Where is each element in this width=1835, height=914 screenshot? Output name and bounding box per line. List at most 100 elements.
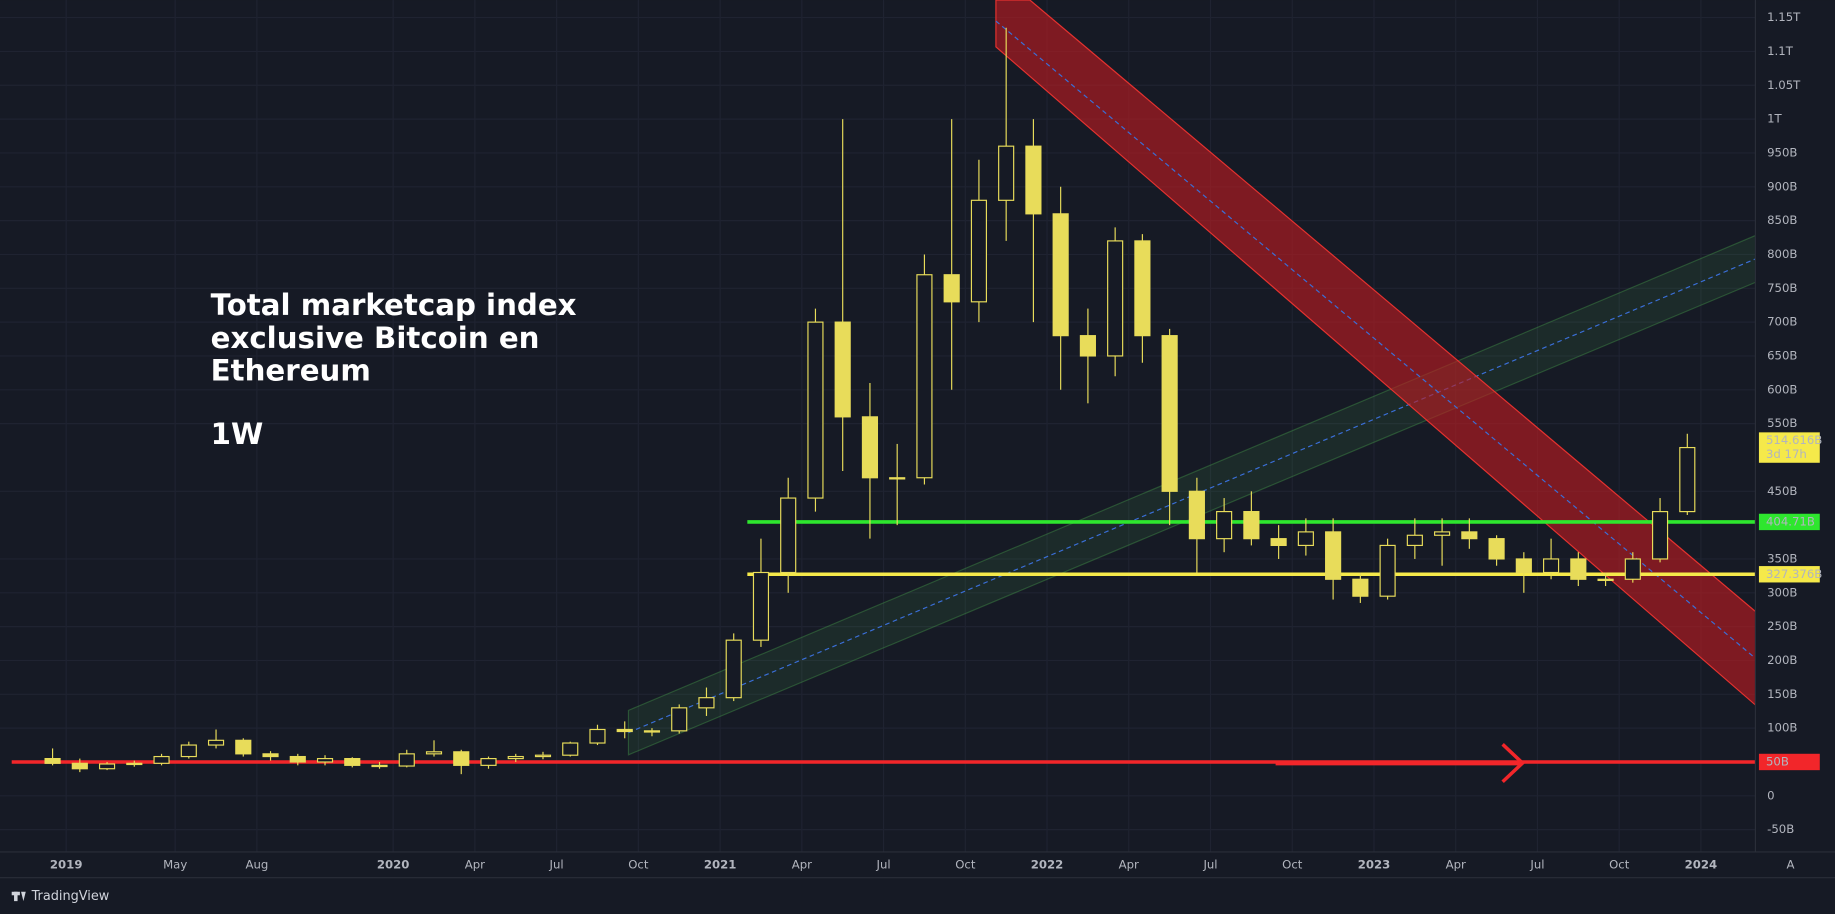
candle-body — [616, 728, 633, 733]
price-axis — [1755, 0, 1835, 852]
candle-body — [1297, 531, 1314, 547]
y-tick-label: 1.15T — [1767, 10, 1801, 24]
candle-body — [425, 751, 443, 755]
annotation: exclusive Bitcoin en — [211, 321, 540, 355]
candle-body — [671, 707, 688, 732]
candle-body — [1270, 538, 1287, 547]
candle-body — [1107, 240, 1124, 357]
y-tick-label: 650B — [1767, 348, 1797, 362]
candle-body — [1488, 538, 1505, 560]
y-tick-label: 100B — [1767, 721, 1797, 735]
x-tick-label: 2024 — [1685, 857, 1718, 871]
candle-body — [1461, 531, 1478, 540]
candle-body — [480, 758, 497, 766]
logo — [14, 891, 18, 902]
candle-body — [643, 730, 661, 733]
y-tick-label: 450B — [1767, 484, 1797, 498]
candles — [44, 27, 1696, 775]
candle-body — [1325, 531, 1342, 580]
candle-body — [398, 753, 415, 767]
x-tick-label: Jul — [1529, 857, 1544, 871]
autoscale-label[interactable]: A — [1787, 857, 1795, 871]
x-tick-label: Apr — [1446, 857, 1466, 871]
channel-midline — [995, 20, 1760, 662]
level-label: 404.71B — [1766, 514, 1815, 528]
candle-body — [861, 416, 879, 479]
x-tick-label: Oct — [955, 857, 976, 871]
level-label: 50B — [1766, 754, 1789, 768]
x-tick-label: Apr — [465, 857, 485, 871]
candle-body — [1079, 335, 1096, 357]
candle-body — [126, 762, 143, 766]
level-tag — [1758, 513, 1820, 531]
candle-body — [316, 758, 334, 763]
candle-body — [752, 571, 770, 641]
y-tick-label: 1.1T — [1767, 44, 1794, 58]
candle-body — [780, 497, 797, 574]
candle-body — [1052, 213, 1069, 337]
axes: 1.15T 1.1T 1.05T 1T 950B 900B 850B 800B 750B 700B… — [50, 10, 1822, 871]
candle-body — [453, 751, 470, 766]
candle-body — [1515, 558, 1532, 574]
last-price-tag — [1758, 432, 1820, 463]
candle-body — [1570, 558, 1587, 580]
grid — [0, 0, 1756, 852]
annotation: 1W — [211, 417, 264, 451]
y-tick-label: 350B — [1767, 551, 1797, 565]
candle-body — [1188, 490, 1205, 540]
y-tick-label: 900B — [1767, 179, 1797, 193]
y-tick-label: 250B — [1767, 619, 1797, 633]
x-tick-label: Oct — [1282, 857, 1303, 871]
candle-body — [1597, 578, 1614, 582]
candle-body — [807, 321, 824, 499]
y-tick-label: 300B — [1767, 585, 1797, 599]
candle-body — [1651, 511, 1669, 560]
x-tick-label: Aug — [245, 857, 268, 871]
annotation: Total marketcap index — [211, 288, 577, 322]
candle-body — [71, 762, 88, 770]
x-tick-label: Jul — [549, 857, 564, 871]
candle-body — [262, 753, 279, 758]
candle-body — [1352, 578, 1369, 597]
y-tick-label: 850B — [1767, 213, 1797, 227]
y-tick-label: 0 — [1767, 788, 1774, 802]
candle-body — [1216, 511, 1233, 540]
x-tick-label: 2019 — [50, 857, 83, 871]
y-tick-label: 550B — [1767, 416, 1797, 430]
candle-body — [344, 758, 361, 766]
candle-body — [1243, 511, 1260, 540]
candle-body — [998, 145, 1015, 201]
x-tick-label: 2022 — [1031, 857, 1064, 871]
x-tick-label: Oct — [628, 857, 649, 871]
candle-body — [1161, 335, 1178, 492]
level-label: 327.376B — [1766, 567, 1822, 581]
candle-body — [562, 742, 579, 756]
logo — [21, 891, 26, 902]
candle-body — [889, 477, 906, 480]
candle-body — [698, 697, 715, 709]
y-tick-label: 200B — [1767, 653, 1797, 667]
y-tick-label: 1T — [1767, 112, 1782, 126]
candle-body — [1406, 534, 1423, 547]
x-tick-label: Apr — [1119, 857, 1139, 871]
candle-body — [1434, 531, 1451, 536]
x-tick-label: 2021 — [704, 857, 737, 871]
annotation: Ethereum — [211, 354, 371, 388]
candle-body — [44, 758, 61, 764]
candle-body — [1134, 240, 1151, 337]
x-tick-label: Oct — [1609, 857, 1630, 871]
y-tick-label: 750B — [1767, 281, 1797, 295]
candle-body — [98, 763, 116, 770]
countdown-label: 3d 17h — [1766, 447, 1807, 461]
y-tick-label: 150B — [1767, 687, 1797, 701]
x-tick-label: 2023 — [1358, 857, 1391, 871]
candle-body — [1543, 558, 1560, 574]
brand[interactable]: TradingView — [31, 889, 110, 904]
level-tag — [1758, 566, 1820, 583]
candle-body — [371, 764, 388, 768]
candle-body — [1679, 446, 1696, 513]
candle-body — [725, 639, 742, 699]
arrow-head — [1501, 743, 1526, 784]
